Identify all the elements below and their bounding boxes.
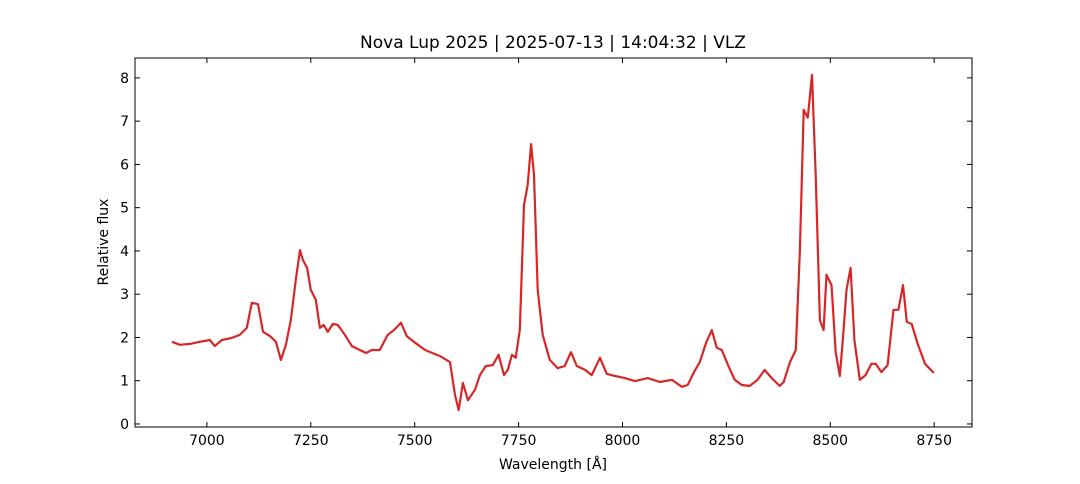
y-tick-label: 6 [120,157,129,173]
x-tick-label: 8250 [709,433,745,449]
y-tick-label: 2 [120,330,129,346]
x-tick-label: 8750 [916,433,952,449]
y-tick-label: 0 [120,417,129,433]
plot-frame [134,57,973,428]
y-tick-label: 7 [120,114,129,130]
x-tick-label: 7500 [397,433,433,449]
x-tick-label: 8500 [812,433,848,449]
x-tick-label: 7000 [189,433,225,449]
x-tick-label: 7250 [293,433,329,449]
x-axis-label: Wavelength [Å] [499,456,607,473]
y-axis-label: Relative flux [96,199,112,286]
y-tick-label: 5 [120,201,129,217]
y-tick-label: 1 [120,374,129,390]
x-tick-label: 7750 [501,433,537,449]
spectrum-line [171,73,935,412]
chart-title: Nova Lup 2025 | 2025-07-13 | 14:04:32 | … [360,33,746,53]
y-tick-label: 3 [120,287,129,303]
x-tick-label: 8000 [605,433,641,449]
y-tick-label: 8 [120,71,129,87]
y-tick-label: 4 [120,244,129,260]
